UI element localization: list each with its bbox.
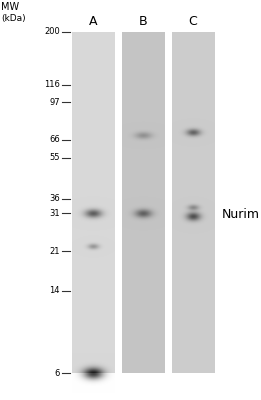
Text: Nurim: Nurim	[222, 208, 260, 221]
Text: 6: 6	[55, 368, 60, 378]
Text: 66: 66	[49, 135, 60, 144]
Text: 97: 97	[49, 98, 60, 107]
Text: 31: 31	[49, 209, 60, 218]
Text: 36: 36	[49, 194, 60, 203]
Text: A: A	[89, 15, 97, 28]
Text: (kDa): (kDa)	[1, 14, 26, 23]
Text: 55: 55	[50, 153, 60, 162]
Text: MW: MW	[1, 2, 19, 12]
Text: 116: 116	[44, 80, 60, 90]
Text: 14: 14	[50, 286, 60, 295]
Text: 21: 21	[50, 247, 60, 256]
Text: B: B	[139, 15, 147, 28]
Text: 200: 200	[44, 28, 60, 36]
Text: C: C	[189, 15, 197, 28]
